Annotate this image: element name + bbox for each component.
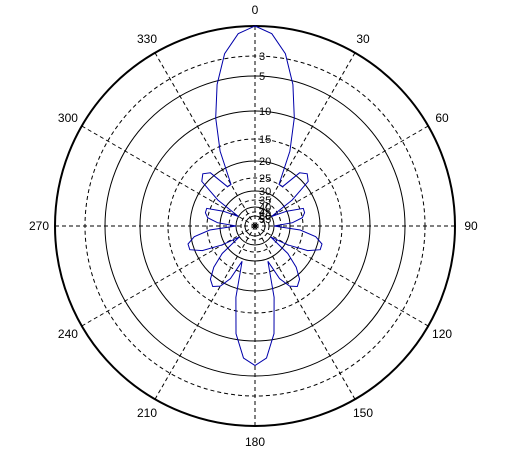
grid-ring bbox=[228, 199, 282, 253]
grid-spoke bbox=[254, 225, 356, 400]
grid-spoke bbox=[81, 225, 256, 327]
series-layer bbox=[187, 25, 323, 367]
radial-tick-label: 55 bbox=[259, 214, 271, 226]
radial-tick-label: 3 bbox=[259, 51, 265, 63]
angle-tick-label: 90 bbox=[464, 219, 478, 233]
grid-spoke bbox=[254, 125, 429, 227]
radial-tick-label: 25 bbox=[259, 173, 271, 185]
grid-spoke bbox=[154, 225, 256, 400]
angle-tick-label: 150 bbox=[353, 406, 373, 420]
pattern-series-line bbox=[187, 25, 323, 367]
radial-tick-label: 30 bbox=[259, 186, 271, 198]
grid-spoke bbox=[154, 52, 256, 227]
angle-tick-label: 210 bbox=[137, 406, 157, 420]
grid-spoke bbox=[81, 125, 256, 227]
grid-ring bbox=[206, 177, 304, 275]
radial-tick-label: 5 bbox=[259, 71, 265, 83]
angle-tick-label: 180 bbox=[245, 435, 265, 449]
grid-spoke bbox=[254, 52, 356, 227]
angle-tick-label: 60 bbox=[435, 111, 449, 125]
radial-tick-label: 50 bbox=[259, 211, 271, 223]
grid-spoke bbox=[254, 225, 429, 327]
angle-tick-label: 0 bbox=[252, 3, 259, 17]
radial-tick-label: 45 bbox=[259, 207, 271, 219]
angle-tick-label: 300 bbox=[58, 111, 78, 125]
radial-tick-label: 35 bbox=[259, 195, 271, 207]
angle-tick-label: 270 bbox=[29, 219, 49, 233]
radial-tick-label: 10 bbox=[259, 106, 271, 118]
radial-tick-label: 20 bbox=[259, 156, 271, 168]
angle-tick-label: 30 bbox=[356, 32, 370, 46]
angle-tick-label: 120 bbox=[432, 327, 452, 341]
angle-tick-label: 240 bbox=[58, 327, 78, 341]
angle-tick-label: 330 bbox=[137, 32, 157, 46]
radial-tick-label: 40 bbox=[259, 202, 271, 214]
radial-tick-label: 15 bbox=[259, 134, 271, 146]
